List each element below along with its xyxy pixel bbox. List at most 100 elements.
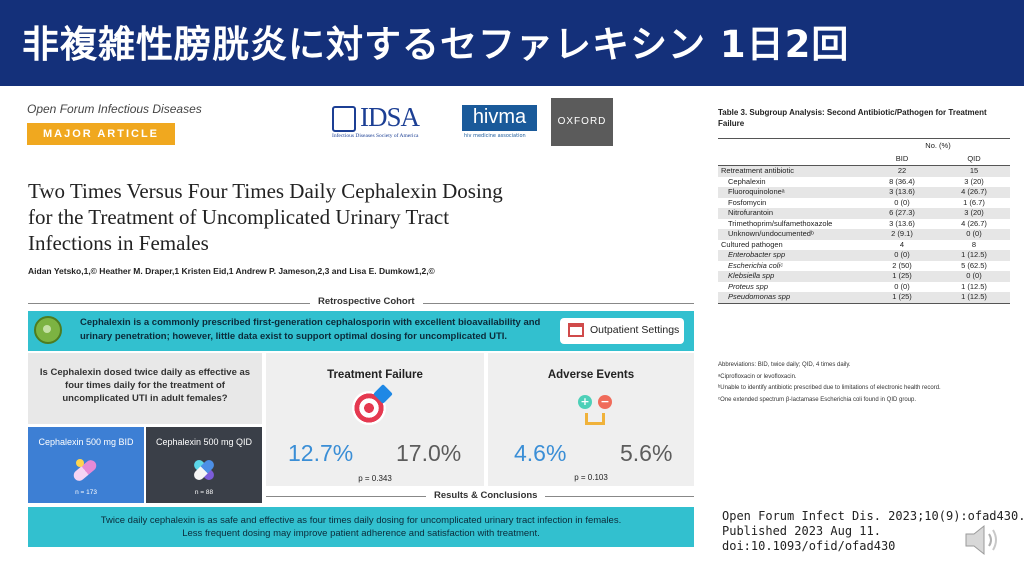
row-bid-value: 0 (0) bbox=[894, 281, 910, 291]
row-label: Pseudomonas spp bbox=[718, 292, 866, 304]
row-bid-value: 22 bbox=[897, 166, 907, 175]
building-icon bbox=[568, 323, 584, 337]
slide-title-bar: 非複雑性膀胱炎に対するセファレキシン 1日2回 bbox=[0, 0, 1024, 86]
row-label: Klebsiella spp bbox=[728, 271, 775, 280]
idsa-logo: IDSA Infectious Diseases Society of Amer… bbox=[332, 102, 457, 139]
row-qid-value: 15 bbox=[969, 166, 979, 175]
table-row: Retreatment antibiotic 22 15 bbox=[718, 165, 1010, 177]
row-bid-value: 1 (25) bbox=[866, 292, 938, 304]
hivma-logo-text: hivma bbox=[462, 105, 537, 131]
citation: Open Forum Infect Dis. 2023;10(9):ofad43… bbox=[722, 509, 1024, 554]
table-footnote: ᶜOne extended spectrum β-lactamase Esche… bbox=[718, 396, 917, 403]
row-qid-value: 3 (20) bbox=[964, 208, 984, 217]
paper-title-line: Infections in Females bbox=[28, 231, 209, 255]
table-footnote: Abbreviations: BID, twice daily; QID, 4 … bbox=[718, 362, 851, 368]
row-bid-value: 3 (13.6) bbox=[889, 218, 915, 228]
treatment-failure-pvalue: p = 0.343 bbox=[358, 474, 392, 483]
adverse-events-panel: Adverse Events + − 4.6% 5.6% p = 0.103 bbox=[488, 353, 694, 486]
intro-text: Cephalexin is a commonly prescribed firs… bbox=[80, 317, 541, 342]
research-question: Is Cephalexin dosed twice daily as effec… bbox=[28, 353, 262, 424]
arm-qid-n: n = 88 bbox=[194, 489, 214, 496]
row-label: Unknown/undocumentedᵇ bbox=[728, 229, 814, 238]
table-row: Cultured pathogen 4 8 bbox=[718, 240, 1010, 251]
journal-name: Open Forum Infectious Diseases bbox=[27, 102, 202, 116]
row-label: Fluoroquinoloneᵃ bbox=[728, 187, 785, 196]
row-bid-value: 4 bbox=[899, 239, 905, 249]
treatment-failure-qid: 17.0% bbox=[396, 440, 462, 466]
table-row: Klebsiella spp 1 (25) 0 (0) bbox=[718, 271, 1010, 282]
row-bid-value: 2 (50) bbox=[892, 260, 912, 270]
cohort-label: Retrospective Cohort bbox=[310, 296, 423, 307]
row-bid-value: 0 (0) bbox=[894, 250, 910, 259]
citation-line: Published 2023 Aug 11. bbox=[722, 524, 881, 538]
row-bid-value: 8 (36.4) bbox=[889, 176, 915, 186]
row-label: Trimethoprim/sulfamethoxazole bbox=[728, 218, 833, 228]
table-footnote: ᵇUnable to identify antibiotic prescribe… bbox=[718, 385, 941, 391]
idsa-logo-text: IDSA bbox=[360, 102, 420, 132]
arm-qid: Cephalexin 500 mg QID n = 88 bbox=[146, 427, 262, 503]
row-qid-value: 1 (6.7) bbox=[963, 197, 985, 207]
table-header-row: No. (%) bbox=[718, 138, 1010, 153]
treatment-failure-bid: 12.7% bbox=[288, 440, 354, 466]
table-row: Enterobacter spp 0 (0) 1 (12.5) bbox=[718, 250, 1010, 261]
results-label: Results & Conclusions bbox=[426, 490, 546, 501]
col-bid-header: BID bbox=[866, 152, 938, 166]
adverse-events-title: Adverse Events bbox=[547, 369, 635, 381]
row-qid-value: 1 (12.5) bbox=[961, 250, 987, 259]
setting-label: Outpatient Settings bbox=[590, 324, 680, 336]
treatment-failure-title: Treatment Failure bbox=[327, 369, 423, 381]
table-row: Pseudomonas spp 1 (25) 1 (12.5) bbox=[718, 292, 1010, 304]
table-row: Proteus spp 0 (0) 1 (12.5) bbox=[718, 282, 1010, 293]
setting-badge: Outpatient Settings bbox=[560, 318, 684, 344]
idsa-logo-subtext: Infectious Diseases Society of America bbox=[332, 133, 419, 139]
citation-line: Open Forum Infect Dis. 2023;10(9):ofad43… bbox=[722, 509, 1024, 523]
row-qid-value: 1 (12.5) bbox=[938, 292, 1010, 304]
row-label: Escherichia coliᶜ bbox=[728, 260, 783, 270]
arm-qid-label: Cephalexin 500 mg QID bbox=[155, 437, 253, 447]
row-bid-value: 2 (9.1) bbox=[891, 229, 913, 238]
table-footnotes: Abbreviations: BID, twice daily; QID, 4 … bbox=[718, 360, 1010, 406]
row-bid-value: 1 (25) bbox=[892, 271, 912, 280]
row-bid-value: 6 (27.3) bbox=[889, 208, 915, 217]
adverse-events-pvalue: p = 0.103 bbox=[574, 473, 608, 482]
row-label: Retreatment antibiotic bbox=[721, 166, 794, 175]
row-qid-value: 5 (62.5) bbox=[961, 260, 987, 270]
table-row: Cephalexin 8 (36.4) 3 (20) bbox=[718, 177, 1010, 188]
row-label: Fosfomycin bbox=[728, 197, 767, 207]
table-row: Unknown/undocumentedᵇ 2 (9.1) 0 (0) bbox=[718, 229, 1010, 240]
adverse-events-bid: 4.6% bbox=[514, 440, 567, 466]
table-row: Trimethoprim/sulfamethoxazole 3 (13.6) 4 (… bbox=[718, 219, 1010, 230]
citation-line: doi:10.1093/ofid/ofad430 bbox=[722, 539, 896, 553]
row-bid-value: 0 (0) bbox=[894, 197, 910, 207]
row-label: Cephalexin bbox=[728, 176, 766, 186]
row-bid-value: 3 (13.6) bbox=[889, 187, 915, 196]
adverse-events-qid: 5.6% bbox=[620, 440, 673, 466]
conclusion-banner: Twice daily cephalexin is as safe and ef… bbox=[28, 507, 694, 547]
table-row: Fosfomycin 0 (0) 1 (6.7) bbox=[718, 198, 1010, 209]
intro-banner: Cephalexin is a commonly prescribed firs… bbox=[28, 311, 694, 351]
paper-title-line: for the Treatment of Uncomplicated Urina… bbox=[28, 205, 450, 229]
table-row: Escherichia coliᶜ 2 (50) 5 (62.5) bbox=[718, 261, 1010, 272]
slide-title: 非複雑性膀胱炎に対するセファレキシン 1日2回 bbox=[22, 23, 850, 66]
paper-title: Two Times Versus Four Times Daily Cephal… bbox=[28, 178, 628, 256]
row-label: Nitrofurantoin bbox=[728, 208, 774, 217]
col-qid-header: QID bbox=[938, 152, 1010, 166]
pill-icon bbox=[70, 455, 100, 485]
paper-title-line: Two Times Versus Four Times Daily Cephal… bbox=[28, 179, 503, 203]
group-header: No. (%) bbox=[866, 138, 1010, 153]
conclusion-line: Less frequent dosing may improve patient… bbox=[182, 528, 540, 539]
table-footnote: ᵃCiprofloxacin or levofloxacin. bbox=[718, 373, 797, 380]
row-label: Enterobacter spp bbox=[728, 250, 786, 259]
speaker-icon[interactable] bbox=[962, 522, 1002, 558]
arm-bid-label: Cephalexin 500 mg BID bbox=[38, 437, 134, 447]
row-qid-value: 0 (0) bbox=[966, 271, 982, 280]
row-qid-value: 0 (0) bbox=[966, 229, 982, 238]
table-header-row: BID QID bbox=[718, 152, 1010, 166]
conclusion-line: Twice daily cephalexin is as safe and ef… bbox=[100, 515, 622, 526]
row-qid-value: 8 bbox=[971, 239, 977, 249]
balance-scale-icon: + − bbox=[578, 395, 612, 427]
arm-bid-n: n = 173 bbox=[75, 489, 97, 496]
hivma-logo: hivma hiv medicine association bbox=[462, 105, 537, 139]
table-row: Fluoroquinoloneᵃ 3 (13.6) 4 (26.7) bbox=[718, 187, 1010, 198]
table-title: Table 3. Subgroup Analysis: Second Antib… bbox=[718, 108, 987, 128]
